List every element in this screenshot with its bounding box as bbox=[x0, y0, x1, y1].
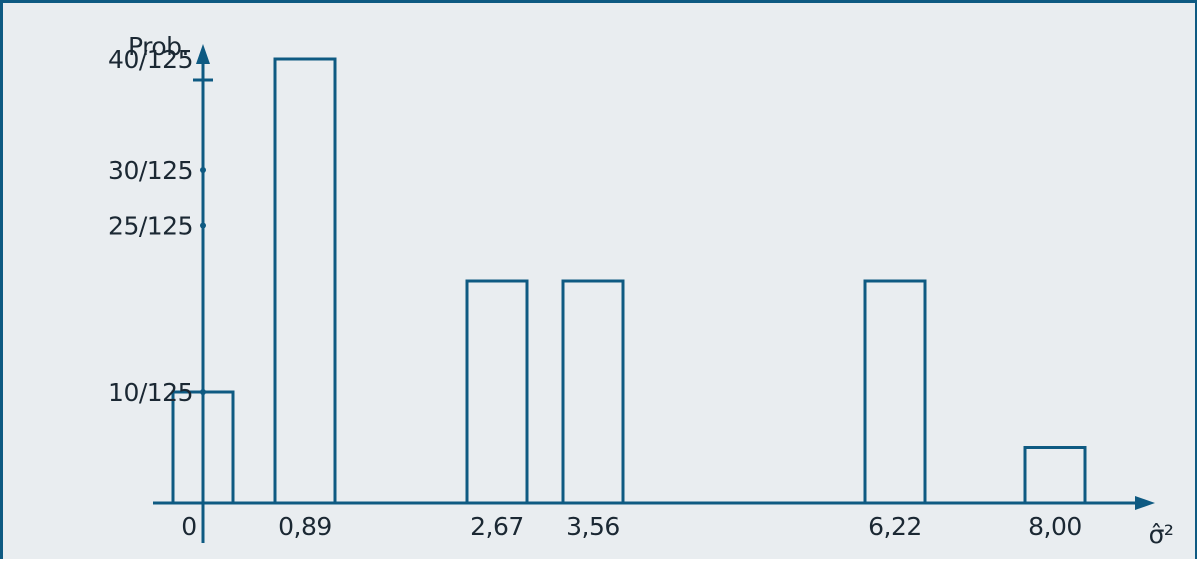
y-tick-mark-3 bbox=[200, 56, 206, 62]
y-ticks-group: 10/125 25/125 30/125 40/125 bbox=[108, 45, 206, 407]
y-tick-label-3: 40/125 bbox=[108, 45, 193, 74]
x-axis-arrow-icon bbox=[1135, 496, 1155, 510]
bar-4 bbox=[863, 279, 927, 505]
bar-5 bbox=[1023, 446, 1087, 505]
y-axis-label: Prob. bbox=[128, 32, 189, 61]
y-tick-mark-1 bbox=[200, 222, 206, 229]
x-tick-label-5: 8,00 bbox=[1028, 512, 1082, 541]
y-tick-mark-2 bbox=[200, 167, 206, 173]
x-tick-label-1: 0,89 bbox=[278, 512, 332, 541]
bar-3 bbox=[561, 279, 625, 505]
x-tick-label-3: 3,56 bbox=[566, 512, 620, 541]
probability-bar-chart: 10/125 25/125 30/125 40/125 0 0,89 2,67 3,56 6,… bbox=[108, 32, 1174, 549]
axes-group bbox=[153, 44, 1155, 543]
y-tick-label-2: 30/125 bbox=[108, 156, 193, 185]
bars-group bbox=[171, 57, 1087, 505]
x-tick-label-2: 2,67 bbox=[470, 512, 524, 541]
y-axis-arrow-icon bbox=[196, 44, 210, 64]
bar-2 bbox=[465, 279, 529, 505]
x-axis-label: σ̂² bbox=[1149, 520, 1174, 549]
y-tick-label-0: 10/125 bbox=[108, 378, 193, 407]
y-tick-label-1: 25/125 bbox=[108, 212, 193, 241]
x-tick-label-0: 0 bbox=[181, 512, 196, 541]
bar-1 bbox=[273, 57, 337, 505]
x-tick-label-4: 6,22 bbox=[868, 512, 922, 541]
y-tick-mark-0 bbox=[200, 389, 206, 395]
x-ticks-group: 0 0,89 2,67 3,56 6,22 8,00 bbox=[181, 512, 1082, 541]
